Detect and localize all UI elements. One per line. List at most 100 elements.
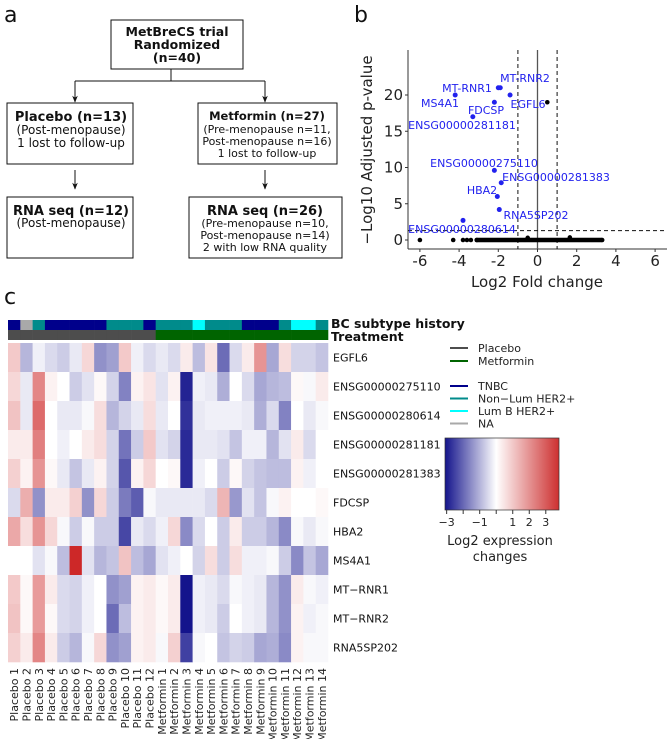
point-significant (491, 99, 497, 105)
heatmap-cell (180, 488, 193, 518)
heatmap-cell (20, 343, 33, 373)
heatmap-cell (106, 546, 120, 576)
heatmap-cell (241, 459, 255, 489)
heatmap-cell (57, 430, 70, 460)
annotation-title-treatment: Treatment (331, 329, 404, 344)
heatmap-cell (118, 575, 132, 605)
x-tick-label: -6 (412, 252, 427, 270)
heatmap-cell (303, 517, 316, 547)
subtype-cell (217, 320, 230, 330)
point-significant (498, 180, 504, 186)
heatmap-cell (57, 517, 70, 547)
heatmap-cell (315, 575, 329, 605)
heatmap-cell (291, 604, 304, 634)
heatmap-cell (303, 430, 316, 460)
heatmap-cell (32, 372, 46, 402)
heatmap-cell (20, 604, 33, 634)
heatmap-cell (266, 372, 280, 402)
heatmap-cell (131, 517, 144, 547)
heatmap-cell (168, 575, 181, 605)
heatmap-cell (32, 459, 46, 489)
heatmap-cell (303, 546, 316, 576)
heatmap-cell (266, 430, 280, 460)
heatmap-cell (315, 604, 329, 634)
column-label: Metformin 13 (304, 668, 317, 739)
heatmap-cell (20, 430, 33, 460)
colorbar-title-line-2: changes (473, 550, 528, 565)
colorbar-tick-label: −1 (472, 516, 488, 529)
heatmap-cell (155, 604, 169, 634)
heatmap-cell (8, 604, 21, 634)
x-tick-label: 6 (650, 252, 660, 270)
heatmap-cell (57, 488, 70, 518)
heatmap-cell (106, 633, 120, 663)
heatmap-cell (168, 459, 181, 489)
heatmap-cell (143, 430, 156, 460)
column-label: Placebo 10 (119, 668, 132, 728)
heatmap-cell (254, 517, 267, 547)
heatmap-cell (94, 401, 107, 431)
heatmap-cell (8, 575, 21, 605)
volcano-ylabel: −Log10 Adjusted p-value (358, 55, 376, 244)
connector-lines (75, 69, 265, 82)
heatmap-cell (81, 633, 95, 663)
heatmap-cell (81, 343, 95, 373)
treatment-cell (254, 330, 267, 340)
treatment-cell (143, 330, 156, 340)
column-label: Metformin 9 (254, 668, 267, 735)
heatmap-cell (81, 517, 95, 547)
heatmap-cell (192, 517, 206, 547)
treatment-cell (241, 330, 255, 340)
heatmap-cell (241, 430, 255, 460)
heatmap-cell (131, 372, 144, 402)
y-tick-label: 20 (384, 86, 403, 104)
treatment-cell (315, 330, 329, 340)
row-label: ENSG00000275110 (333, 381, 441, 394)
heatmap-cell (315, 546, 329, 576)
heatmap-cell (180, 575, 193, 605)
heatmap-cell (229, 517, 243, 547)
row-label: HBA2 (333, 526, 363, 539)
heatmap-cell (81, 488, 95, 518)
subtype-cell (155, 320, 169, 330)
point-significant (460, 217, 466, 223)
heatmap-cell (217, 372, 230, 402)
x-tick-label: 0 (533, 252, 543, 270)
heatmap-cell (44, 430, 58, 460)
heatmap-cell (44, 633, 58, 663)
gene-label: MT-RNR2 (500, 72, 550, 85)
column-label: Metformin 2 (168, 668, 181, 735)
box-rna-placebo (6, 196, 134, 259)
gene-label: MS4A1 (421, 97, 459, 110)
heatmap-cell (204, 604, 218, 634)
heatmap-cell (8, 459, 21, 489)
heatmap-cell (180, 372, 193, 402)
treatment-cell (180, 330, 193, 340)
heatmap-cell (291, 372, 304, 402)
subtype-cell (180, 320, 193, 330)
heatmap-cell (20, 488, 33, 518)
gene-label: ENSG00000281181 (408, 119, 516, 132)
subtype-cell (266, 320, 280, 330)
point-nonsignificant (464, 237, 470, 243)
heatmap-cell (217, 633, 230, 663)
flowchart (6, 19, 343, 259)
heatmap-cell (81, 372, 95, 402)
heatmap-cell (241, 575, 255, 605)
heatmap-cell (44, 488, 58, 518)
heatmap-cell (94, 343, 107, 373)
column-label: Metformin 4 (193, 668, 206, 735)
subtype-cell (44, 320, 58, 330)
heatmap-cell (229, 459, 243, 489)
heatmap-cell (8, 517, 21, 547)
colorbar-tick-label: −3 (439, 516, 455, 529)
heatmap-cell (180, 604, 193, 634)
colorbar-tick-label: 2 (526, 516, 533, 529)
heatmap-cell (241, 604, 255, 634)
volcano-xlabel: Log2 Fold change (471, 273, 603, 291)
column-label: Placebo 2 (20, 668, 33, 721)
point-nonsignificant (417, 237, 423, 243)
heatmap-cell (278, 546, 292, 576)
placebo-line-1: (Post-menopause) (16, 123, 125, 137)
